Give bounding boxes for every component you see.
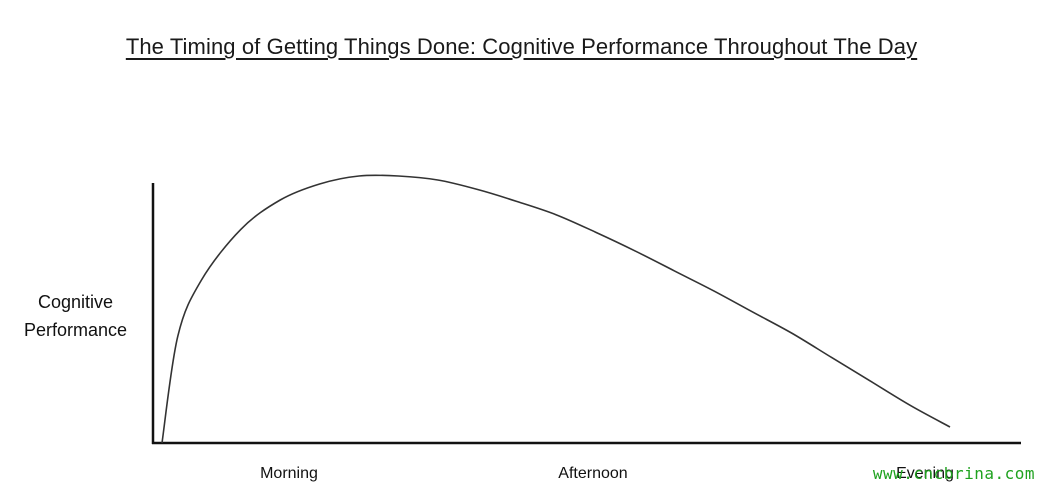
y-axis-label-line-1: Cognitive	[37, 292, 114, 312]
watermark-text: www.cncbrina.com	[872, 464, 1035, 483]
performance-curve	[161, 174, 951, 444]
x-tick-label-afternoon: Afternoon	[558, 465, 627, 482]
y-axis-label: Cognitive Performance	[8, 288, 143, 344]
x-tick-label-morning: Morning	[260, 465, 318, 482]
chart-title: The Timing of Getting Things Done: Cogni…	[125, 34, 918, 59]
x-tick-label-evening: Evening	[896, 465, 954, 482]
y-axis-label-line-2: Performance	[23, 320, 128, 340]
